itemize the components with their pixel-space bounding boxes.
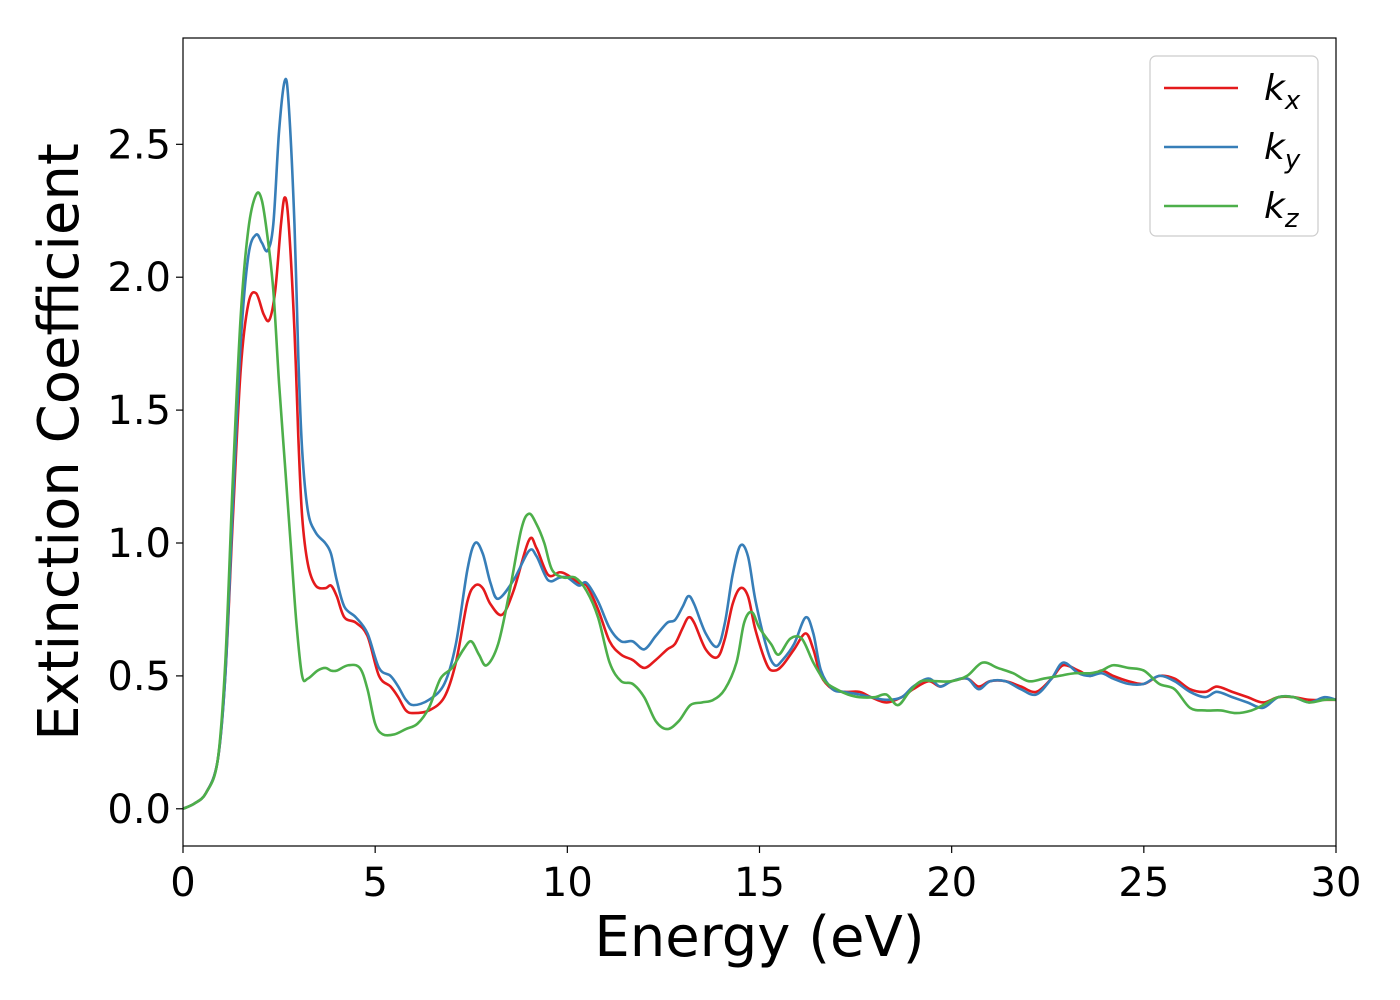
y-tick-label: 1.5 bbox=[107, 388, 171, 434]
y-tick-label: 2.0 bbox=[107, 255, 171, 301]
legend-label: kz bbox=[1264, 186, 1300, 234]
y-tick-label: 0.0 bbox=[107, 787, 171, 833]
series-line-k-x bbox=[183, 196, 1336, 810]
legend-item-k-y: ky bbox=[1164, 127, 1301, 175]
legend-item-k-z: kz bbox=[1164, 186, 1300, 234]
legend-label: ky bbox=[1264, 127, 1301, 175]
legend: kx ky kz bbox=[1149, 55, 1319, 237]
y-tick-label: 0.5 bbox=[107, 654, 171, 700]
x-tick-label: 25 bbox=[1118, 860, 1169, 906]
y-tick-label: 2.5 bbox=[107, 122, 171, 168]
legend-item-k-x: kx bbox=[1164, 68, 1301, 116]
x-tick-label: 20 bbox=[926, 860, 977, 906]
y-tick-label: 1.0 bbox=[107, 521, 171, 567]
x-tick-label: 15 bbox=[734, 860, 785, 906]
x-tick-label: 10 bbox=[542, 860, 593, 906]
legend-label: kx bbox=[1264, 68, 1301, 116]
x-tick-label: 30 bbox=[1311, 860, 1362, 906]
plot-lines bbox=[183, 77, 1336, 810]
y-axis: 0.0 0.5 1.0 1.5 2.0 2.5 bbox=[107, 122, 183, 833]
x-tick-label: 0 bbox=[170, 860, 195, 906]
x-tick-label: 5 bbox=[362, 860, 387, 906]
x-axis-label: Energy (eV) bbox=[594, 905, 924, 970]
x-axis: 0 5 10 15 20 25 30 bbox=[170, 846, 1361, 906]
y-axis-label: Extinction Coefficient bbox=[27, 143, 92, 741]
series-line-k-z bbox=[183, 191, 1336, 810]
series-line-k-y bbox=[183, 77, 1336, 810]
